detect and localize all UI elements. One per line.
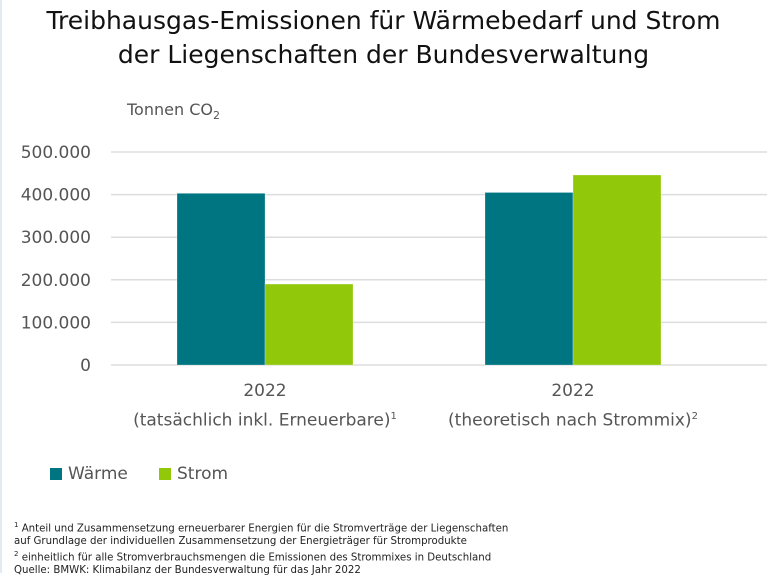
y-axis-label-subscript: 2 — [212, 109, 220, 123]
legend-label-waerme: Wärme — [68, 464, 128, 484]
footnotes: 1 Anteil und Zusammensetzung erneuerbare… — [14, 519, 508, 578]
footnote-1: 1 Anteil und Zusammensetzung erneuerbare… — [14, 519, 508, 536]
y-tick-label: 500.000 — [21, 143, 91, 163]
category-year: 2022 — [243, 381, 287, 401]
footnote-1-cont: auf Grundlage der individuellen Zusammen… — [14, 536, 508, 549]
legend-label-strom: Strom — [177, 464, 229, 484]
bar-waerme — [484, 192, 574, 366]
footnote-mark: 1 — [14, 521, 19, 529]
legend-item-waerme: Wärme — [50, 464, 128, 484]
chart-title: Treibhausgas-Emissionen für Wärmebedarf … — [0, 4, 767, 72]
footnote-2: 2 einheitlich für alle Stromverbrauchsme… — [14, 548, 508, 565]
y-tick-label: 400.000 — [21, 186, 91, 206]
footnote-text: einheitlich für alle Stromverbrauchsmeng… — [18, 552, 492, 564]
title-line-2: der Liegenschaften der Bundesverwaltung — [117, 40, 650, 69]
category-year: 2022 — [551, 381, 595, 401]
legend-swatch-waerme — [50, 468, 62, 480]
category-label-2: 2022 (theoretisch nach Strommix)2 — [438, 378, 708, 434]
y-tick-label: 100.000 — [21, 313, 91, 333]
footnote-text: Anteil und Zusammensetzung erneuerbarer … — [18, 523, 509, 535]
footnote-mark: 2 — [691, 411, 698, 422]
footnote-mark: 1 — [390, 411, 397, 422]
title-line-1: Treibhausgas-Emissionen für Wärmebedarf … — [46, 6, 721, 35]
legend-swatch-strom — [159, 468, 171, 480]
y-tick-label: 200.000 — [21, 271, 91, 291]
left-border — [0, 0, 2, 573]
footnote-text: Quelle: BMWK: Klimabilanz der Bundesverw… — [14, 565, 361, 577]
bar-strom — [572, 174, 662, 366]
bar-waerme — [176, 193, 266, 366]
category-sublabel: (theoretisch nach Strommix) — [448, 410, 692, 431]
y-axis-label-text: Tonnen CO — [127, 100, 213, 119]
legend-item-strom: Strom — [159, 464, 228, 484]
category-label-1: 2022 (tatsächlich inkl. Erneuerbare)1 — [130, 378, 400, 434]
y-axis-label: Tonnen CO2 — [127, 100, 220, 122]
category-sublabel: (tatsächlich inkl. Erneuerbare) — [133, 410, 391, 431]
footnote-mark: 2 — [14, 550, 19, 559]
footnote-text: auf Grundlage der individuellen Zusammen… — [14, 535, 467, 547]
bar-strom — [264, 283, 354, 366]
y-tick-label: 0 — [80, 356, 91, 376]
source-note: Quelle: BMWK: Klimabilanz der Bundesverw… — [14, 565, 508, 578]
y-tick-label: 300.000 — [21, 228, 91, 248]
